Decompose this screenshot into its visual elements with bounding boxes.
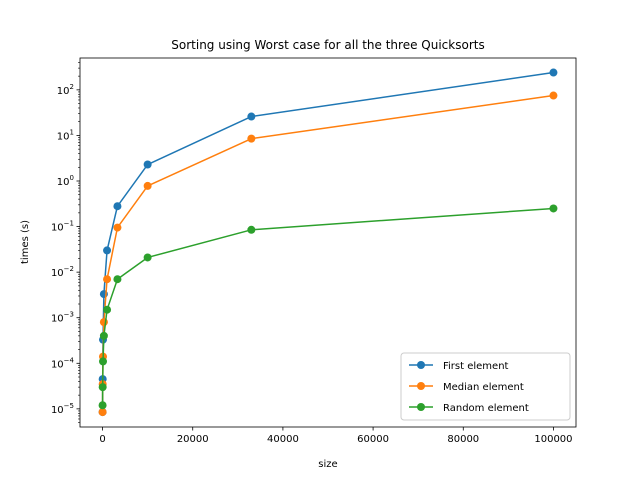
legend-label: Random element (443, 403, 529, 414)
legend-label: First element (443, 361, 509, 372)
data-point (99, 401, 107, 409)
data-point (103, 275, 111, 283)
data-point (100, 332, 108, 340)
data-point (144, 253, 152, 261)
x-tick-label: 0 (99, 434, 105, 445)
x-tick-label: 100000 (534, 434, 572, 445)
data-point (247, 226, 255, 234)
data-point (549, 69, 557, 77)
y-tick-label: 10−4 (51, 356, 75, 370)
y-tick-label: 10−1 (51, 220, 74, 234)
data-point (144, 161, 152, 169)
data-point (113, 275, 121, 283)
legend-marker (417, 361, 425, 369)
data-point (99, 408, 107, 416)
data-point (113, 224, 121, 232)
legend-marker (417, 382, 425, 390)
y-tick-label: 10−5 (51, 402, 74, 416)
data-point (247, 113, 255, 121)
x-tick-label: 60000 (357, 434, 389, 445)
legend-label: Median element (443, 382, 524, 393)
data-point (113, 202, 121, 210)
data-point (99, 383, 107, 391)
data-point (99, 357, 107, 365)
y-tick-label: 10−3 (51, 311, 74, 325)
legend: First element Median element Random elemen… (401, 353, 570, 420)
y-tick-label: 10−2 (51, 265, 74, 279)
chart-title: Sorting using Worst case for all the thr… (171, 38, 484, 52)
y-tick-label: 102 (57, 83, 74, 97)
x-tick-label: 80000 (447, 434, 479, 445)
x-tick-label: 20000 (177, 434, 209, 445)
data-point (103, 246, 111, 254)
data-point (100, 318, 108, 326)
data-point (549, 204, 557, 212)
data-point (103, 306, 111, 314)
y-axis-label: times (s) (20, 220, 31, 264)
data-point (549, 92, 557, 100)
data-point (144, 182, 152, 190)
data-point (247, 135, 255, 143)
y-tick-label: 100 (57, 174, 74, 188)
legend-marker (417, 403, 425, 411)
y-tick-label: 101 (57, 128, 74, 142)
x-tick-label: 40000 (267, 434, 299, 445)
x-axis-label: size (318, 459, 337, 470)
